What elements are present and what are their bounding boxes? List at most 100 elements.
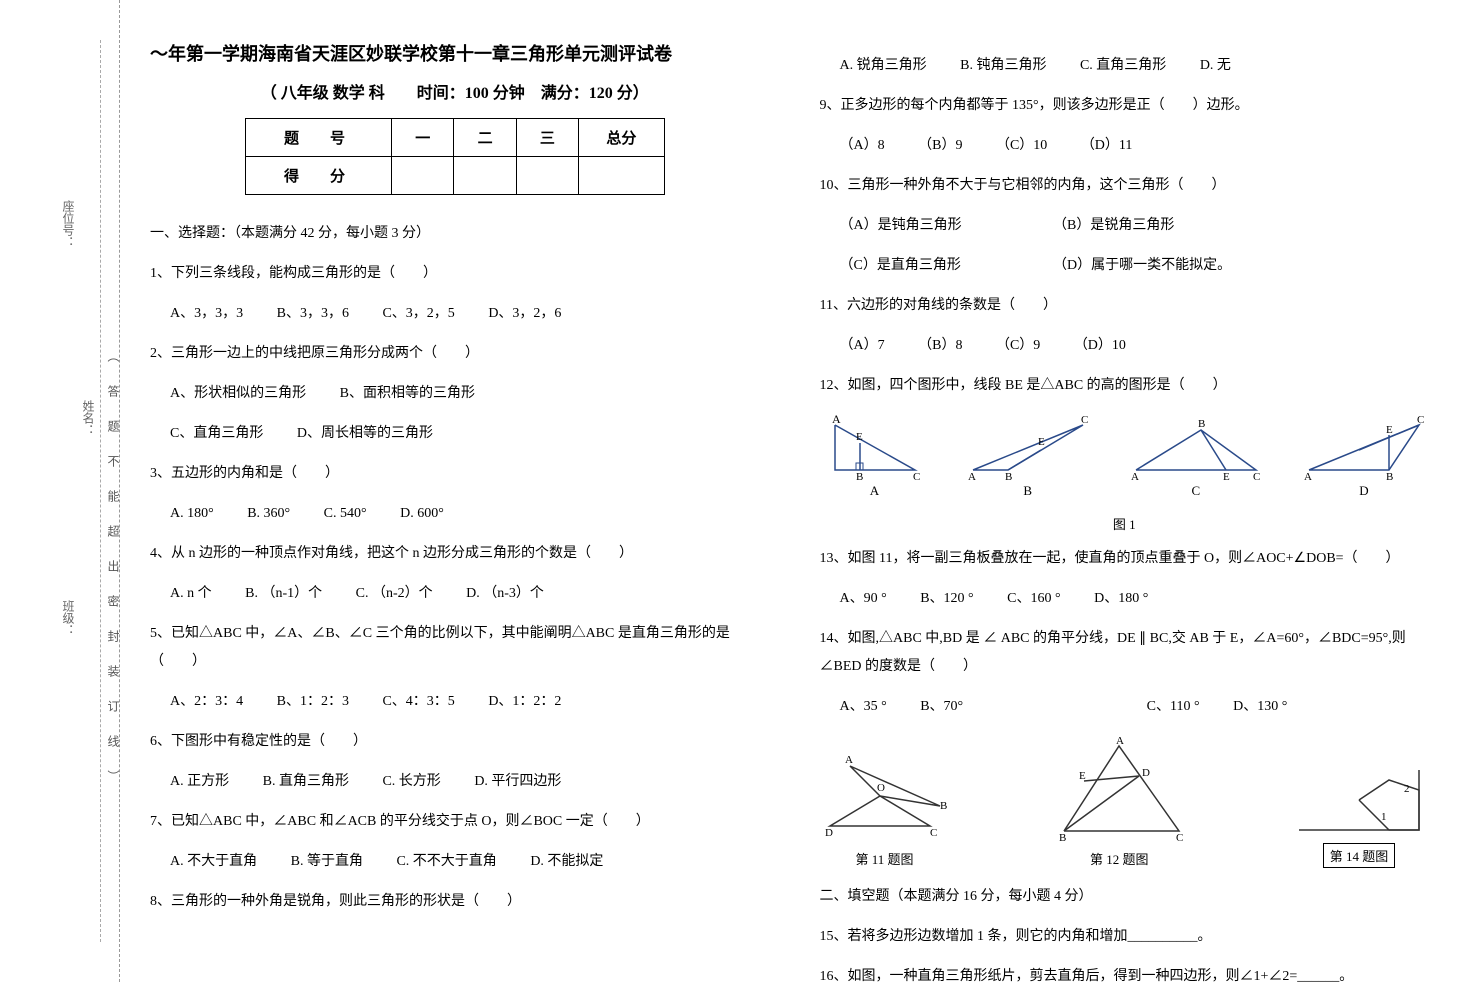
q12-stem: 12、如图，四个图形中，线段 BE 是△ABC 的高的图形是（ ） bbox=[820, 372, 1430, 400]
q5-d: D、1：2：2 bbox=[488, 688, 561, 716]
svg-text:A: A bbox=[845, 754, 853, 766]
dashed-line bbox=[100, 40, 101, 942]
q14-b: B、70° bbox=[920, 693, 963, 721]
th-total: 总分 bbox=[579, 118, 665, 156]
q11-d: （D）10 bbox=[1074, 332, 1126, 360]
th-1: 一 bbox=[392, 118, 454, 156]
q6-stem: 6、下图形中有稳定性的是（ ） bbox=[150, 728, 760, 756]
svg-text:B: B bbox=[1198, 418, 1205, 430]
q5-stem: 5、已知△ABC 中，∠A、∠B、∠C 三个角的比例以下，其中能阐明△ABC 是… bbox=[150, 620, 760, 676]
svg-text:C: C bbox=[913, 471, 920, 480]
q1-a: A、3，3，3 bbox=[170, 300, 243, 328]
fig12-box: A E D B C 第 12 题图 bbox=[1044, 736, 1194, 868]
q11-stem: 11、六边形的对角线的条数是（ ） bbox=[820, 292, 1430, 320]
q9-b: （B）9 bbox=[918, 132, 962, 160]
q13-c: C、160 ° bbox=[1007, 585, 1060, 613]
q8-d: D. 无 bbox=[1200, 52, 1231, 80]
svg-text:1: 1 bbox=[1381, 811, 1387, 823]
q9-a: （A）8 bbox=[840, 132, 885, 160]
exam-title: ～年第一学期海南省天涯区妙联学校第十一章三角形单元测评试卷 bbox=[150, 40, 760, 69]
q14-a: A、35 ° bbox=[840, 693, 887, 721]
q7-b: B. 等于直角 bbox=[291, 848, 363, 876]
q13-stem: 13、如图 11，将一副三角板叠放在一起，使直角的顶点重叠于 O，则∠AOC+∠… bbox=[820, 545, 1430, 573]
svg-text:B: B bbox=[1386, 471, 1393, 480]
q14-c: C、110 ° bbox=[1147, 693, 1200, 721]
q9-stem: 9、正多边形的每个内角都等于 135°，则该多边形是正（ ）边形。 bbox=[820, 92, 1430, 120]
svg-text:O: O bbox=[877, 782, 885, 794]
q3-a: A. 180° bbox=[170, 500, 214, 528]
th-num: 题 号 bbox=[245, 118, 391, 156]
q9-options: （A）8 （B）9 （C）10 （D）11 bbox=[840, 132, 1430, 160]
q11-options: （A）7 （B）8 （C）9 （D）10 bbox=[840, 332, 1430, 360]
q4-d: D. （n-3）个 bbox=[466, 580, 544, 608]
triangle-c-icon: B A E C bbox=[1126, 415, 1266, 480]
th-2: 二 bbox=[454, 118, 516, 156]
q2-b: B、面积相等的三角形 bbox=[340, 380, 475, 408]
sc-total bbox=[579, 156, 665, 194]
q3-stem: 3、五边形的内角和是（ ） bbox=[150, 460, 760, 488]
svg-text:C: C bbox=[1417, 415, 1424, 426]
q13-options: A、90 ° B、120 ° C、160 ° D、180 ° bbox=[840, 585, 1430, 613]
q1-c: C、3，2，5 bbox=[382, 300, 454, 328]
svg-text:A: A bbox=[1131, 471, 1139, 480]
fig14-box: 1 2 第 14 题图 bbox=[1289, 760, 1429, 868]
q10-stem: 10、三角形一种外角不大于与它相邻的内角，这个三角形（ ） bbox=[820, 172, 1430, 200]
q13-14-figures: O D C A B 第 11 题图 A E D B C bbox=[820, 736, 1430, 868]
svg-text:E: E bbox=[1223, 471, 1230, 480]
q12-label-d: D bbox=[1299, 483, 1429, 499]
svg-text:C: C bbox=[1253, 471, 1260, 480]
fig11-label: 第 11 题图 bbox=[820, 849, 950, 868]
q3-options: A. 180° B. 360° C. 540° D. 600° bbox=[170, 500, 760, 528]
class-label: 班级： bbox=[60, 600, 77, 636]
q7-stem: 7、已知△ABC 中，∠ABC 和∠ACB 的平分线交于点 O，则∠BOC 一定… bbox=[150, 808, 760, 836]
section2-header: 二、填空题（本题满分 16 分，每小题 4 分） bbox=[820, 883, 1430, 911]
svg-text:C: C bbox=[930, 827, 937, 839]
left-column: ～年第一学期海南省天涯区妙联学校第十一章三角形单元测评试卷 （ 八年级 数学 科… bbox=[120, 0, 790, 982]
q12-fig-d: A B E C D bbox=[1299, 415, 1429, 499]
q13-d: D、180 ° bbox=[1094, 585, 1148, 613]
q4-a: A. n 个 bbox=[170, 580, 212, 608]
q12-figures: A E B C A A B E C B bbox=[820, 415, 1430, 499]
svg-text:E: E bbox=[1079, 770, 1086, 782]
exam-subtitle: （ 八年级 数学 科 时间：100 分钟 满分：120 分） bbox=[150, 79, 760, 103]
q14-stem: 14、如图,△ABC 中,BD 是 ∠ ABC 的角平分线，DE ∥ BC,交 … bbox=[820, 625, 1430, 681]
triangle-b-icon: A B E C bbox=[963, 415, 1093, 480]
q12-label-a: A bbox=[820, 483, 930, 499]
sc-2 bbox=[454, 156, 516, 194]
q9-c: （C）10 bbox=[996, 132, 1047, 160]
name-label: 姓名： bbox=[80, 400, 97, 436]
th-score: 得 分 bbox=[245, 156, 391, 194]
svg-text:A: A bbox=[832, 415, 841, 426]
score-table: 题 号 一 二 三 总分 得 分 bbox=[245, 118, 665, 195]
svg-text:A: A bbox=[968, 471, 976, 480]
q8-stem: 8、三角形的一种外角是锐角，则此三角形的形状是（ ） bbox=[150, 888, 760, 916]
q11-c: （C）9 bbox=[996, 332, 1040, 360]
svg-text:2: 2 bbox=[1404, 783, 1410, 795]
q5-c: C、4：3：5 bbox=[382, 688, 454, 716]
q14-d: D、130 ° bbox=[1233, 693, 1287, 721]
q4-c: C. （n-2）个 bbox=[356, 580, 433, 608]
fig1-caption: 图 1 bbox=[820, 514, 1430, 533]
svg-text:B: B bbox=[940, 800, 947, 812]
right-column: A. 锐角三角形 B. 钝角三角形 C. 直角三角形 D. 无 9、正多边形的每… bbox=[790, 0, 1459, 982]
q2-a: A、形状相似的三角形 bbox=[170, 380, 306, 408]
svg-text:E: E bbox=[1038, 436, 1045, 448]
sc-1 bbox=[392, 156, 454, 194]
triangle-a-icon: A E B C bbox=[820, 415, 930, 480]
q8-c: C. 直角三角形 bbox=[1080, 52, 1166, 80]
svg-text:B: B bbox=[1059, 832, 1066, 844]
binding-margin: 班级： 姓名： 座位号： （ 答 题 不 能 超 出 密 封 装 订 线 ） bbox=[0, 0, 120, 982]
q2-c: C、直角三角形 bbox=[170, 420, 263, 448]
q6-c: C. 长方形 bbox=[382, 768, 440, 796]
q4-stem: 4、从 n 边形的一种顶点作对角线，把这个 n 边形分成三角形的个数是（ ） bbox=[150, 540, 760, 568]
angle-bisector-icon: A E D B C bbox=[1044, 736, 1194, 846]
page-content: ～年第一学期海南省天涯区妙联学校第十一章三角形单元测评试卷 （ 八年级 数学 科… bbox=[120, 0, 1459, 982]
q5-a: A、2：3：4 bbox=[170, 688, 243, 716]
q10-c: （C）是直角三角形 bbox=[840, 252, 1020, 280]
q11-a: （A）7 bbox=[840, 332, 885, 360]
fig11-box: O D C A B 第 11 题图 bbox=[820, 751, 950, 868]
fig14-label: 第 14 题图 bbox=[1323, 843, 1396, 868]
svg-text:E: E bbox=[1386, 424, 1393, 436]
q4-b: B. （n-1）个 bbox=[245, 580, 322, 608]
q1-stem: 1、下列三条线段，能构成三角形的是（ ） bbox=[150, 260, 760, 288]
